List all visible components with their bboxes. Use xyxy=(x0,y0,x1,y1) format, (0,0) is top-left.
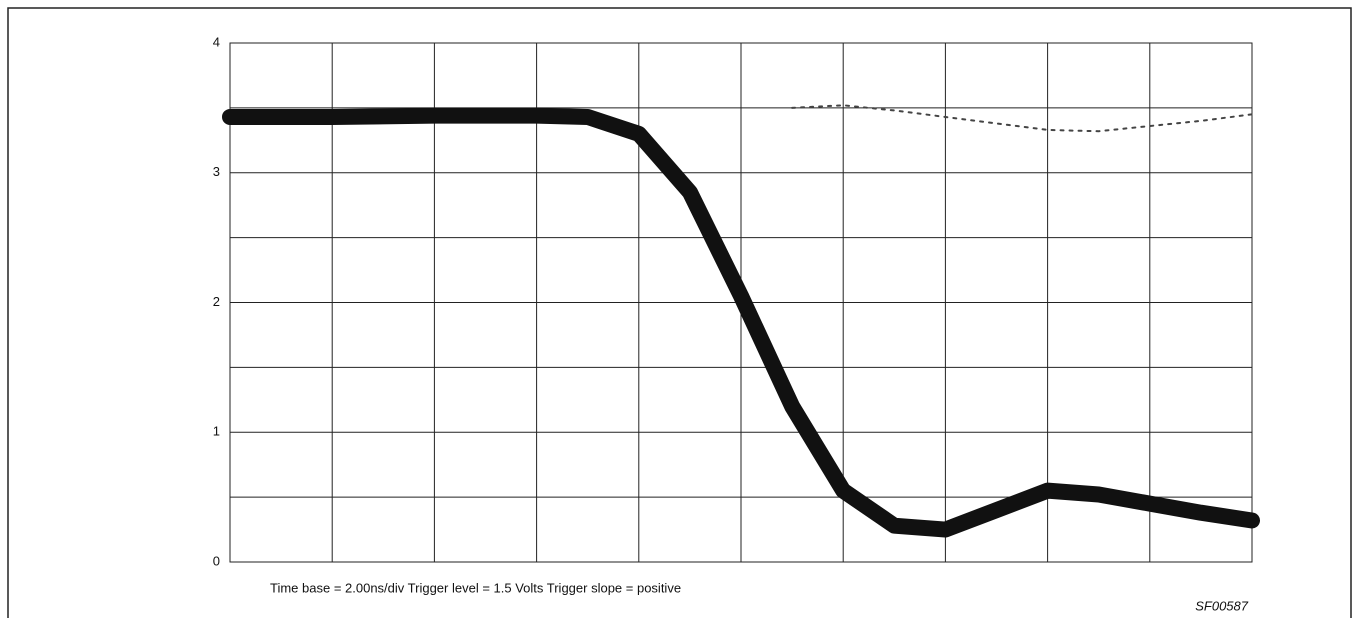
y-tick-label: 2 xyxy=(213,294,220,309)
y-tick-label: 1 xyxy=(213,424,220,439)
chart: Time base = 2.00ns/div Trigger level = 1… xyxy=(0,0,1359,618)
caption: Time base = 2.00ns/div Trigger level = 1… xyxy=(270,580,681,595)
y-tick-label: 4 xyxy=(213,34,220,49)
figure-id: SF00587 xyxy=(1195,598,1249,613)
y-tick-label: 0 xyxy=(213,553,220,568)
y-tick-label: 3 xyxy=(213,164,220,179)
trace xyxy=(792,105,1252,131)
